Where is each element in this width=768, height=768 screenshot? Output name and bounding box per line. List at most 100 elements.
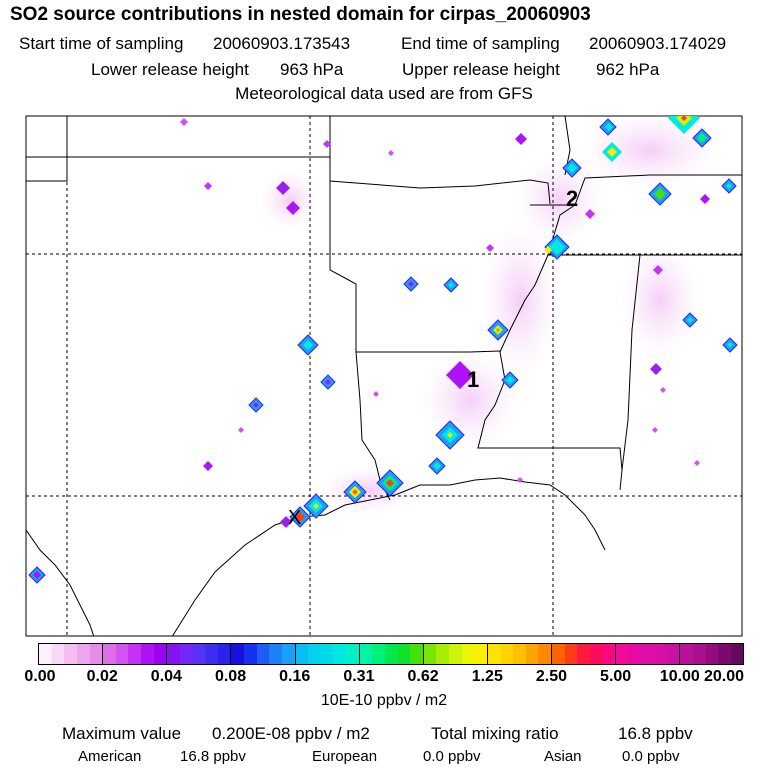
colorbar-cell	[552, 644, 565, 664]
concentration-cell	[660, 387, 666, 393]
start-time-label: Start time of sampling	[19, 34, 184, 53]
colorbar-cell	[616, 644, 629, 664]
concentration-cell	[325, 379, 331, 385]
colorbar-cell	[410, 644, 424, 664]
colorbar-tick-label: 0.04	[150, 668, 182, 685]
concentration-cell	[276, 181, 290, 195]
colorbar-cell	[64, 644, 77, 664]
colorbar-cell	[577, 644, 590, 664]
concentration-cell	[727, 342, 733, 348]
colorbar-tick-label: 1.25	[471, 668, 503, 685]
colorbar-tick-label: 0.62	[407, 668, 439, 685]
concentration-cell	[652, 427, 658, 433]
release-site-icon: X	[288, 507, 301, 529]
colorbar-tick-label: 2.50	[535, 668, 568, 685]
colorbar-cell	[436, 644, 449, 664]
colorbar-cell	[718, 644, 731, 664]
colorbar-cell	[666, 644, 681, 664]
colorbar-cell	[192, 644, 206, 664]
concentration-cell	[496, 328, 500, 332]
concentration-cell	[204, 182, 212, 190]
colorbar-cell	[333, 644, 346, 664]
colorbar-cell	[423, 644, 437, 664]
colorbar-cell	[295, 644, 309, 664]
colorbar-cell	[346, 644, 360, 664]
concentration-cell	[506, 376, 514, 384]
source-european-name: European	[312, 748, 378, 765]
concentration-cell	[687, 317, 693, 323]
colorbar-cell	[179, 644, 193, 664]
colorbar-cell	[359, 644, 373, 664]
colorbar-unit: 10E-10 ppbv / m2	[320, 692, 448, 709]
colorbar-cell	[564, 644, 578, 664]
concentration-cell	[180, 118, 188, 126]
colorbar-cell	[500, 644, 514, 664]
concentration-cell	[408, 281, 414, 287]
met-data-note: Meteorological data used are from GFS	[235, 84, 533, 103]
concentration-cell	[352, 489, 358, 495]
colorbar-cell	[205, 644, 218, 664]
state-boundaries	[26, 116, 742, 501]
colorbar-tick-label: 0.31	[343, 668, 375, 685]
colorbar-cell	[51, 644, 65, 664]
total-mixing-label: Total mixing ratio	[431, 724, 559, 743]
colorbar-cell	[461, 644, 475, 664]
concentration-cell	[238, 427, 244, 433]
concentration-cell	[585, 209, 595, 219]
concentration-cell	[517, 477, 523, 483]
concentration-cell	[253, 402, 259, 408]
colorbar-cell	[538, 644, 552, 664]
source-asian-value: 0.0 ppbv	[622, 748, 680, 765]
colorbar-tick-label: 10.00	[659, 668, 700, 685]
concentration-cell	[654, 188, 666, 200]
source-american-value: 16.8 ppbv	[180, 748, 246, 765]
colorbar-cell	[89, 644, 104, 664]
colorbar-tick-label: 0.08	[214, 668, 247, 685]
concentration-cell	[323, 140, 331, 148]
colorbar-tick-label: 5.00	[600, 668, 632, 685]
concentration-cell	[515, 133, 527, 145]
concentration-cell	[203, 461, 213, 471]
concentration-cell	[295, 512, 305, 522]
colorbar-cell	[244, 644, 257, 664]
colorbar-cell	[641, 644, 654, 664]
concentration-cell	[607, 147, 617, 157]
concentration-cell	[33, 571, 41, 579]
colorbar-cell	[308, 644, 321, 664]
lat-lon-grid	[26, 116, 742, 636]
colorbar-cell	[449, 644, 462, 664]
colorbar-cell	[167, 644, 180, 664]
concentration-cell	[433, 462, 441, 470]
colorbar-cell	[705, 644, 719, 664]
concentration-cell	[486, 244, 494, 252]
colorbar-tick-label: 0.00	[24, 668, 56, 685]
colorbar-cell	[115, 644, 129, 664]
colorbar-cell	[525, 644, 539, 664]
concentration-cell	[446, 361, 474, 389]
concentration-cell	[697, 133, 707, 143]
end-time-label: End time of sampling	[401, 34, 560, 53]
colorbar-cell	[141, 644, 154, 664]
concentration-cell	[373, 391, 379, 397]
concentration-cell	[313, 503, 319, 509]
colorbar-cell	[680, 644, 693, 664]
concentration-cell	[700, 194, 710, 204]
concentration-cell	[448, 282, 454, 288]
colorbar-cell	[256, 644, 270, 664]
concentration-cell	[650, 363, 662, 375]
colorbar-tick-label: 0.16	[279, 668, 311, 685]
concentration-cell	[303, 340, 313, 350]
international-border	[26, 529, 95, 636]
colorbar-cell	[602, 644, 617, 664]
colorbar-cell	[153, 644, 168, 664]
figure-title: SO2 source contributions in nested domai…	[10, 4, 591, 25]
colorbar-cell	[589, 644, 603, 664]
total-mixing-value: 16.8 ppbv	[618, 724, 693, 743]
concentration-cell	[549, 239, 565, 255]
lower-height-label: Lower release height	[91, 60, 249, 79]
concentration-cell	[544, 246, 552, 254]
colorbar-cell	[231, 644, 244, 664]
colorbar-cell	[513, 644, 526, 664]
colorbar-cell	[269, 644, 282, 664]
